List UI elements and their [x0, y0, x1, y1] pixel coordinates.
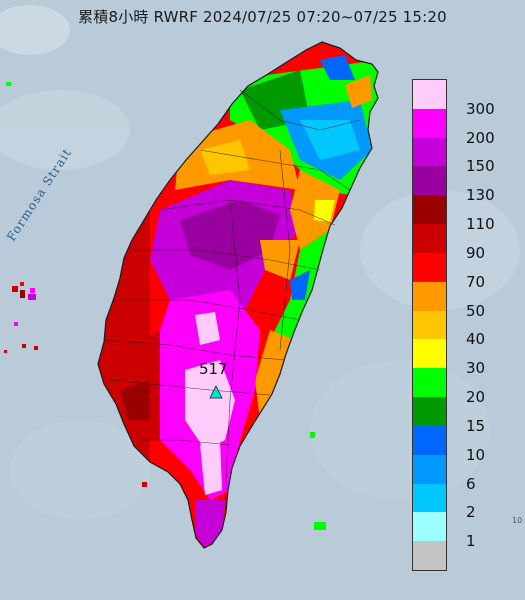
- legend-label: 20: [466, 388, 486, 407]
- legend-label: 110: [466, 215, 495, 234]
- legend-swatch: [413, 195, 446, 225]
- legend-label: 15: [466, 416, 486, 435]
- legend-label: 2: [466, 503, 476, 522]
- legend-label: 150: [466, 157, 495, 176]
- map-title: 累積8小時 RWRF 2024/07/25 07:20~07/25 15:20: [78, 8, 447, 26]
- legend-colorbar: [412, 79, 447, 571]
- max-marker-icon: [209, 385, 223, 399]
- legend-label: 70: [466, 272, 486, 291]
- north-speck: [6, 82, 11, 86]
- legend-swatch: [413, 281, 446, 312]
- legend-swatch: [413, 339, 446, 369]
- legend-swatch: [413, 310, 446, 340]
- legend-label: 130: [466, 186, 495, 205]
- max-value-label: 517: [199, 360, 228, 378]
- legend-label: 40: [466, 330, 486, 349]
- legend-label: 30: [466, 359, 486, 378]
- legend-label: 50: [466, 301, 486, 320]
- legend-label: 300: [466, 99, 495, 118]
- legend-label: 10: [466, 445, 486, 464]
- corner-mark: 10: [512, 516, 523, 525]
- legend-label: 90: [466, 243, 486, 262]
- legend-swatch: [413, 541, 446, 571]
- legend-swatch: [413, 483, 446, 513]
- legend-swatch: [413, 425, 446, 456]
- legend-swatch: [413, 397, 446, 427]
- legend-swatch: [413, 166, 446, 196]
- legend-swatch: [413, 252, 446, 283]
- legend-label: 200: [466, 128, 495, 147]
- legend-swatch: [413, 80, 446, 110]
- legend-swatch: [413, 512, 446, 542]
- legend-swatch: [413, 137, 446, 167]
- legend-swatch: [413, 454, 446, 485]
- legend-swatch: [413, 108, 446, 139]
- legend-swatch: [413, 224, 446, 254]
- penghu-specks: [4, 282, 38, 353]
- green-island-speck: [310, 432, 315, 438]
- legend-label: 1: [466, 532, 476, 551]
- island-outline: [97, 41, 379, 549]
- liuqiu-speck: [142, 482, 147, 487]
- county-boundaries: [104, 89, 361, 501]
- legend-swatch: [413, 368, 446, 398]
- lanyu-speck: [314, 522, 326, 530]
- satellite-texture: [0, 5, 520, 520]
- legend-label: 6: [466, 474, 476, 493]
